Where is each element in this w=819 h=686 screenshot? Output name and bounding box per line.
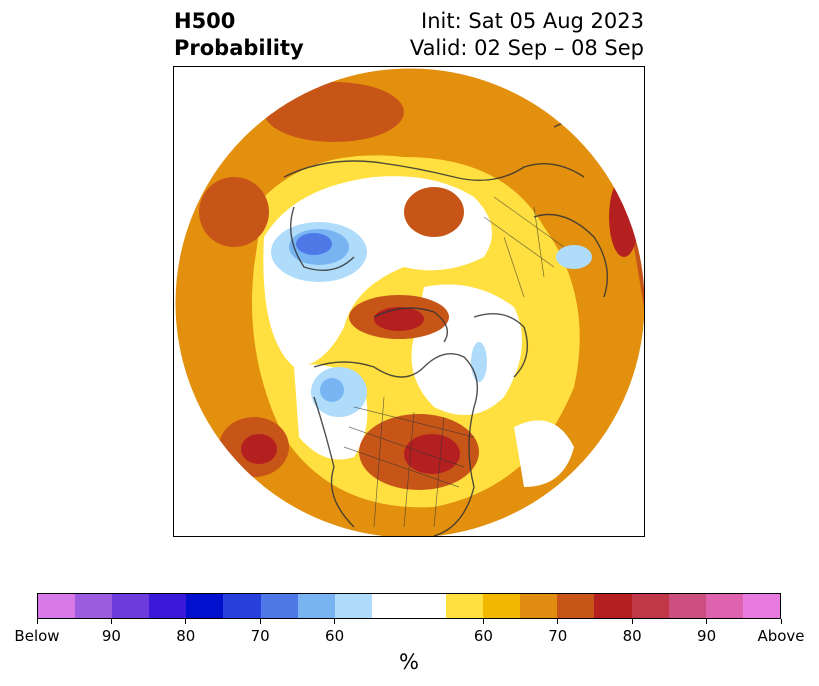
title-field: H500 (174, 9, 236, 33)
colorbar-tick (185, 619, 187, 624)
colorbar-tick (36, 619, 38, 624)
colorbar-swatch (557, 594, 595, 618)
colorbar-swatch (223, 594, 261, 618)
below-65-70-asia (296, 233, 332, 255)
colorbar-tick-label: 80 (176, 627, 196, 645)
colorbar-tick (334, 619, 336, 624)
colorbar-swatch (594, 594, 632, 618)
colorbar-tick-label: 90 (101, 627, 121, 645)
above-70-75-europe (199, 177, 269, 247)
title-right: Init: Sat 05 Aug 2023 Valid: 02 Sep – 08… (410, 8, 644, 62)
state-borders (343, 196, 565, 528)
colorbar-tick (631, 619, 633, 624)
colorbar-swatch (297, 594, 335, 618)
colorbar-tick-label: 60 (473, 627, 493, 645)
title-left: H500 Probability (174, 8, 304, 62)
colorbar-tick (780, 619, 782, 624)
below-60-65-alaska (320, 378, 344, 402)
above-75-80-usa (404, 434, 460, 474)
colorbar-swatch (38, 594, 76, 618)
map-panel (173, 66, 645, 537)
probability-map (174, 67, 644, 536)
colorbar-tick-label: 70 (548, 627, 568, 645)
colorbar-swatch (631, 594, 669, 618)
colorbar-tick-label: 90 (697, 627, 717, 645)
colorbar-swatch (186, 594, 224, 618)
colorbar-swatch (75, 594, 113, 618)
colorbar-swatch (112, 594, 150, 618)
below-55-60-greenland (471, 342, 487, 382)
title-type: Probability (174, 36, 304, 60)
colorbar-swatch (446, 594, 484, 618)
above-75-80-arctic (374, 307, 424, 331)
colorbar-swatch (668, 594, 706, 618)
above-70-75-north (264, 82, 404, 142)
colorbar-tick-label: Above (757, 627, 805, 645)
colorbar (37, 593, 781, 619)
colorbar-unit-label: % (399, 650, 419, 674)
colorbar-tick (110, 619, 112, 624)
colorbar-swatch (260, 594, 298, 618)
colorbar-swatch (334, 594, 372, 618)
valid-range: Valid: 02 Sep – 08 Sep (409, 36, 644, 60)
colorbar-swatch (483, 594, 521, 618)
colorbar-tick-label: 60 (325, 627, 345, 645)
colorbar-swatch (705, 594, 743, 618)
neutral-region-atlantic (514, 420, 574, 487)
above-75-80-pacific (241, 434, 277, 464)
init-date: Init: Sat 05 Aug 2023 (421, 9, 644, 33)
colorbar-tick (482, 619, 484, 624)
colorbar-swatch (149, 594, 187, 618)
colorbar-tick (557, 619, 559, 624)
colorbar-tick-label: Below (14, 627, 60, 645)
above-75-80-northeast (609, 177, 639, 257)
colorbar-tick (259, 619, 261, 624)
colorbar-swatch (742, 594, 780, 618)
colorbar-tick (706, 619, 708, 624)
colorbar-tick-label: 70 (250, 627, 270, 645)
colorbar-tick-label: 80 (622, 627, 642, 645)
above-70-75-siberia (404, 187, 464, 237)
below-55-60-europe (556, 245, 592, 269)
colorbar-swatch (371, 594, 447, 618)
colorbar-swatch (520, 594, 558, 618)
